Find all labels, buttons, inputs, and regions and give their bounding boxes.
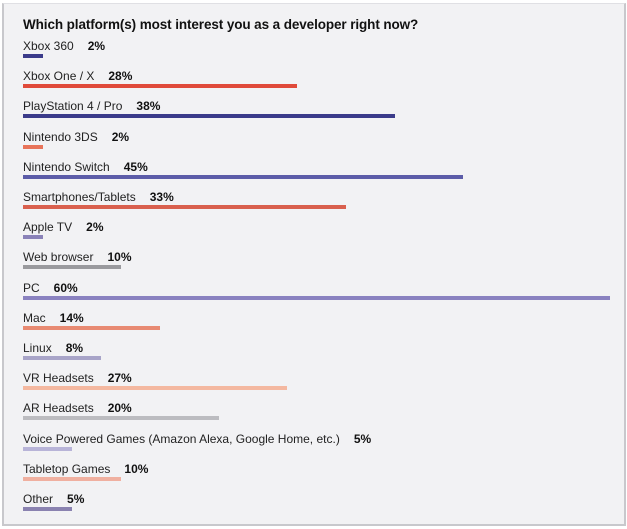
category-label: Voice Powered Games (Amazon Alexa, Googl… — [23, 431, 340, 446]
category-label: Xbox One / X — [23, 69, 95, 84]
category-label: Xbox 360 — [23, 39, 74, 53]
bar — [23, 144, 43, 149]
category-label: Linux — [23, 341, 52, 355]
bar-label: Nintendo Switch 45% — [23, 160, 148, 174]
data-label: 10% — [107, 250, 132, 265]
data-label: 45% — [123, 159, 148, 174]
category-label: Nintendo Switch — [23, 159, 110, 174]
bar-label: PC 60% — [23, 281, 78, 295]
bar — [23, 265, 121, 270]
bar — [23, 356, 102, 360]
category-label: Smartphones/Tablets — [23, 190, 136, 204]
bar-label: Nintendo 3DS 2% — [23, 130, 129, 144]
bar-label: Mac 14% — [23, 311, 84, 325]
category-label: VR Headsets — [23, 371, 94, 386]
bar-label: AR Headsets 20% — [23, 401, 132, 415]
bar — [23, 174, 464, 179]
data-label: 5% — [67, 492, 85, 506]
category-label: Other — [23, 492, 54, 506]
bar — [23, 295, 610, 300]
bar — [23, 205, 346, 209]
bar — [23, 325, 160, 330]
data-label: 2% — [111, 129, 130, 144]
data-label: 60% — [53, 280, 78, 295]
category-label: PlayStation 4 / Pro — [23, 99, 123, 114]
category-label: AR Headsets — [23, 401, 94, 416]
bar — [23, 235, 43, 240]
bar-label: VR Headsets 27% — [23, 371, 132, 385]
data-label: 27% — [107, 371, 132, 386]
category-label: PC — [23, 280, 40, 295]
data-label: 14% — [59, 310, 84, 325]
bar — [23, 416, 219, 421]
data-label: 2% — [87, 39, 106, 53]
category-label: Nintendo 3DS — [23, 129, 98, 144]
bar-label: Apple TV 2% — [23, 220, 104, 234]
bar-label: Web browser 10% — [23, 250, 132, 264]
bar — [23, 84, 297, 89]
data-label: 10% — [124, 461, 149, 476]
bar — [23, 54, 43, 58]
bar — [23, 114, 395, 119]
bar — [23, 446, 72, 451]
bar-label: Xbox 360 2% — [23, 39, 105, 53]
chart-frame — [2, 3, 626, 526]
data-label: 2% — [86, 220, 104, 235]
bar-label: Voice Powered Games (Amazon Alexa, Googl… — [23, 432, 371, 446]
data-label: 5% — [353, 431, 372, 446]
bar-label: Xbox One / X 28% — [23, 69, 132, 83]
category-label: Apple TV — [23, 220, 73, 235]
bar — [23, 386, 288, 391]
data-label: 38% — [136, 99, 161, 114]
data-label: 28% — [108, 69, 133, 84]
category-label: Mac — [23, 310, 46, 325]
bar-label: PlayStation 4 / Pro 38% — [23, 99, 160, 113]
category-label: Web browser — [23, 250, 94, 265]
chart-title: Which platform(s) most interest you as a… — [23, 17, 419, 32]
bar-label: Linux 8% — [23, 341, 83, 355]
bar — [23, 507, 72, 511]
bar-label: Tabletop Games 10% — [23, 462, 148, 476]
bar-label: Other 5% — [23, 492, 84, 506]
data-label: 8% — [65, 341, 84, 355]
bar — [23, 476, 121, 481]
category-label: Tabletop Games — [23, 461, 111, 476]
bar-label: Smartphones/Tablets 33% — [23, 190, 174, 204]
data-label: 33% — [149, 190, 174, 204]
data-label: 20% — [107, 401, 132, 416]
